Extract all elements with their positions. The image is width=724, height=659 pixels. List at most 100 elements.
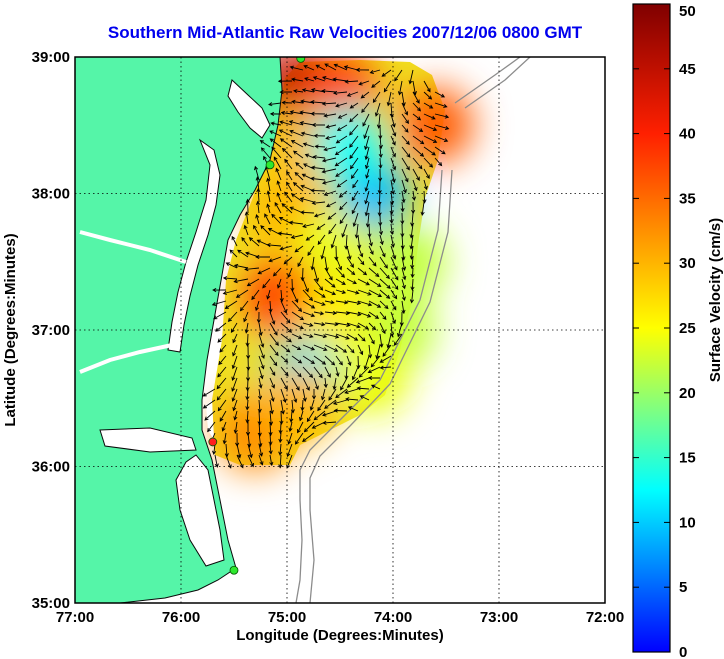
- velocity-arrow: [324, 322, 339, 327]
- velocity-arrow: [355, 67, 370, 72]
- y-tick-label: 39:00: [32, 49, 70, 66]
- velocity-arrow: [280, 300, 288, 314]
- velocity-arrow: [323, 113, 337, 118]
- velocity-arrow: [362, 113, 370, 127]
- velocity-arrow: [290, 234, 304, 240]
- velocity-arrow: [300, 267, 305, 282]
- velocity-arrow: [279, 410, 284, 425]
- velocity-arrow: [351, 366, 359, 381]
- velocity-arrow: [364, 135, 370, 151]
- velocity-arrow: [236, 454, 244, 469]
- velocity-arrow: [286, 454, 293, 469]
- velocity-arrow: [302, 289, 314, 302]
- velocity-arrow: [291, 193, 304, 203]
- velocity-arrow: [337, 113, 348, 119]
- velocity-arrow: [361, 102, 370, 114]
- velocity-arrow: [316, 223, 326, 230]
- velocity-arrow: [313, 355, 327, 365]
- velocity-arrow: [275, 167, 282, 181]
- velocity-arrow: [215, 322, 227, 332]
- velocity-arrow: [297, 256, 304, 268]
- velocity-arrow: [401, 256, 407, 271]
- velocity-arrow: [412, 157, 423, 170]
- velocity-arrow: [202, 388, 216, 397]
- velocity-arrow: [216, 388, 227, 401]
- velocity-arrow: [401, 267, 407, 281]
- velocity-arrow: [321, 179, 337, 185]
- velocity-arrow: [386, 91, 392, 107]
- velocity-arrow: [304, 77, 315, 82]
- velocity-arrow: [315, 64, 326, 71]
- colorbar-tick-label: 45: [679, 61, 696, 78]
- velocity-arrow: [335, 289, 347, 294]
- velocity-arrow: [390, 168, 396, 184]
- velocity-arrow: [225, 262, 238, 269]
- velocity-arrow: [227, 311, 238, 322]
- colorbar-tick-label: 25: [679, 320, 696, 337]
- velocity-arrow: [367, 375, 381, 380]
- speed-cell: [291, 210, 368, 287]
- velocity-arrow: [312, 154, 326, 160]
- velocity-arrow: [236, 443, 242, 459]
- velocity-arrow: [291, 311, 305, 321]
- velocity-arrow: [304, 153, 315, 159]
- velocity-arrow: [401, 190, 406, 204]
- velocity-arrow: [278, 216, 293, 225]
- velocity-arrow: [280, 399, 285, 415]
- velocity-arrow: [346, 278, 357, 285]
- velocity-arrow: [247, 454, 254, 468]
- velocity-arrow: [323, 377, 328, 389]
- velocity-arrow: [309, 399, 315, 411]
- pamlico-sound: [175, 454, 225, 567]
- velocity-arrow: [324, 399, 337, 409]
- velocity-arrow: [253, 224, 260, 236]
- velocity-arrow: [434, 102, 448, 108]
- velocity-arrow: [289, 110, 304, 115]
- velocity-arrow: [401, 113, 409, 125]
- velocity-arrow: [244, 267, 260, 272]
- velocity-arrow: [324, 300, 335, 305]
- velocity-arrow: [390, 267, 399, 281]
- velocity-arrow: [401, 146, 411, 158]
- velocity-arrow: [423, 91, 433, 100]
- velocity-arrow: [390, 256, 398, 271]
- velocity-arrow: [378, 135, 383, 150]
- velocity-arrow: [335, 355, 343, 366]
- velocity-arrow: [390, 278, 399, 291]
- velocity-vectors: [202, 63, 450, 469]
- velocity-arrow: [335, 135, 348, 144]
- velocity-arrow: [268, 102, 282, 107]
- velocity-arrow: [294, 432, 304, 445]
- velocity-arrow: [313, 300, 326, 306]
- velocity-arrow: [222, 289, 238, 295]
- velocity-arrow: [352, 212, 359, 228]
- colorbar-gradient: [632, 3, 671, 653]
- velocity-arrow: [245, 198, 250, 214]
- velocity-arrow: [218, 355, 227, 366]
- velocity-arrow: [401, 289, 406, 301]
- velocity-arrow: [358, 366, 370, 378]
- velocity-arrow: [378, 157, 383, 169]
- velocity-arrow: [355, 377, 370, 384]
- velocity-arrow: [280, 388, 287, 403]
- velocity-arrow: [271, 146, 282, 159]
- velocity-arrow: [241, 236, 249, 247]
- station-inactive: [208, 437, 218, 447]
- velocity-arrow: [350, 168, 359, 179]
- velocity-arrow: [291, 322, 304, 330]
- velocity-arrow: [360, 91, 370, 99]
- velocity-arrow: [239, 300, 249, 312]
- velocity-arrow: [357, 311, 372, 318]
- velocity-arrow: [245, 333, 250, 347]
- velocity-arrow: [290, 140, 304, 148]
- velocity-arrow: [409, 289, 414, 304]
- velocity-arrow: [423, 124, 438, 131]
- velocity-arrow: [434, 146, 446, 155]
- velocity-arrow: [357, 267, 368, 276]
- velocity-arrow: [216, 377, 227, 390]
- y-tick-label: 36:00: [32, 459, 70, 476]
- velocity-arrow: [280, 344, 291, 353]
- velocity-arrow: [400, 201, 405, 213]
- velocity-arrow: [290, 399, 295, 414]
- velocity-arrow: [292, 150, 304, 159]
